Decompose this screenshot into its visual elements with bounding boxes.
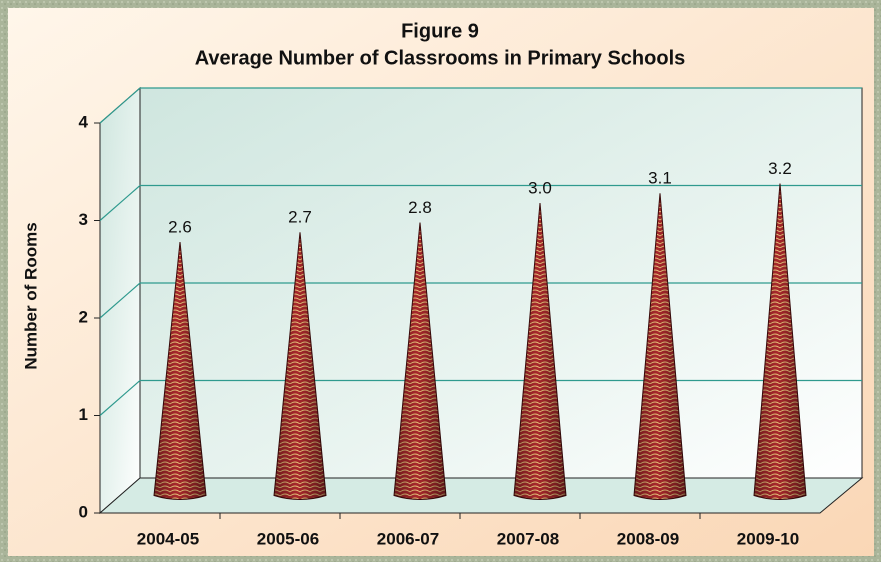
x-tick-label: 2006-07 [377,529,439,548]
value-label: 3.0 [528,178,552,197]
x-tick-label: 2005-06 [257,529,319,548]
y-axis-label: Number of Rooms [21,222,40,369]
grid-line [99,282,862,319]
y-tick-label: 1 [79,405,88,424]
floor [98,477,864,514]
value-label: 2.7 [288,208,312,227]
x-tick-label: 2007-08 [497,529,559,548]
x-tick-label: 2009-10 [737,529,799,548]
grid-line [99,379,862,416]
y-tick-label: 0 [79,502,88,521]
value-label: 3.1 [648,169,672,188]
value-label: 3.2 [768,159,792,178]
y-tick-label: 2 [79,307,88,326]
chart-title: Figure 9 [401,20,479,42]
grid-line [99,184,862,221]
chart-subtitle: Average Number of Classrooms in Primary … [195,47,686,69]
y-tick-label: 3 [79,210,88,229]
x-tick-label: 2004-05 [137,529,199,548]
value-label: 2.6 [168,217,192,236]
value-label: 2.8 [408,198,432,217]
x-tick-label: 2008-09 [617,529,679,548]
grid-line [99,87,862,124]
y-tick-label: 4 [79,112,89,131]
